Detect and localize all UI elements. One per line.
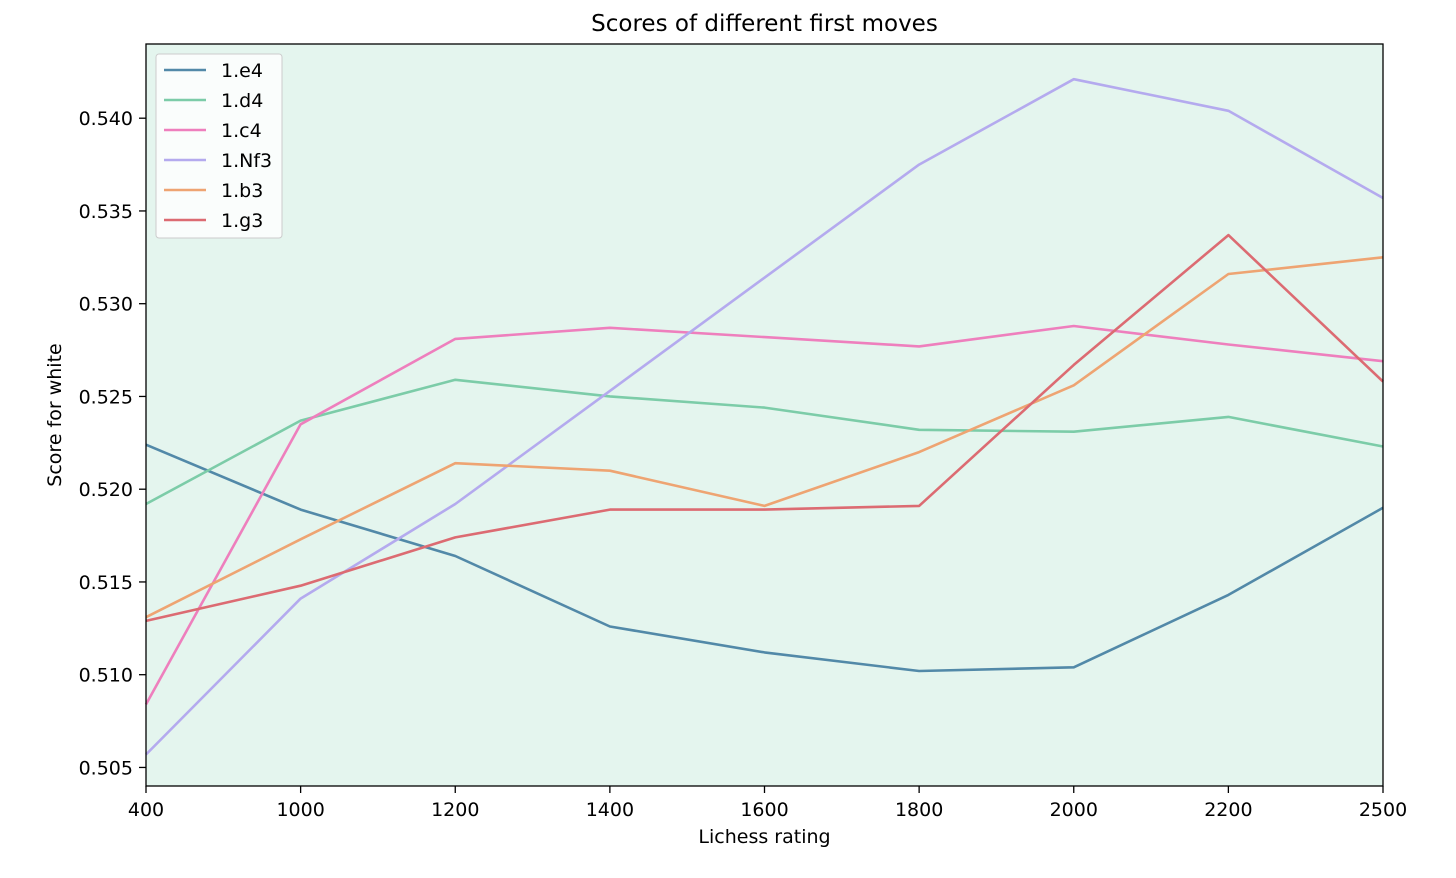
legend-item: 1.c4 xyxy=(164,120,262,142)
legend-item: 1.g3 xyxy=(164,210,263,232)
x-tick-label: 1800 xyxy=(895,799,943,821)
y-axis-title: Score for white xyxy=(44,343,66,486)
legend-label: 1.g3 xyxy=(221,210,263,232)
y-tick-label: 0.525 xyxy=(79,386,133,408)
y-tick-label: 0.510 xyxy=(79,665,133,687)
legend-label: 1.c4 xyxy=(221,120,262,142)
legend-item: 1.Nf3 xyxy=(164,150,272,172)
x-tick-label: 2200 xyxy=(1204,799,1252,821)
x-tick-label: 1600 xyxy=(740,799,788,821)
legend-item: 1.d4 xyxy=(164,90,263,112)
x-tick-label: 1400 xyxy=(586,799,634,821)
y-tick-label: 0.505 xyxy=(79,757,133,779)
x-tick-label: 2000 xyxy=(1050,799,1098,821)
legend-label: 1.Nf3 xyxy=(221,150,272,172)
y-axis: 0.505 0.510 0.515 0.520 0.525 0.530 0.535 0.540 xyxy=(79,108,146,779)
series-layer xyxy=(144,77,1384,756)
series-line-1-g3 xyxy=(145,233,1384,623)
y-tick-label: 0.520 xyxy=(79,479,133,501)
y-tick-label: 0.540 xyxy=(79,108,133,130)
x-axis-title: Lichess rating xyxy=(698,826,830,848)
y-tick-label: 0.530 xyxy=(79,294,133,316)
x-tick-label: 1200 xyxy=(431,799,479,821)
chart-title: Scores of different first moves xyxy=(591,11,938,37)
x-tick-label: 2500 xyxy=(1359,799,1407,821)
plot-area xyxy=(146,44,1383,786)
legend: 1.e4 1.d4 1.c4 1.Nf3 1.b3 1.g3 xyxy=(155,53,283,239)
y-tick-label: 0.535 xyxy=(79,201,133,223)
legend-label: 1.d4 xyxy=(221,90,263,112)
x-tick-label: 400 xyxy=(128,799,164,821)
series-line-1-e4 xyxy=(145,443,1384,673)
series-line-1-c4 xyxy=(144,324,1384,706)
legend-items: 1.e4 1.d4 1.c4 1.Nf3 1.b3 1.g3 xyxy=(164,60,272,232)
legend-item: 1.b3 xyxy=(164,180,263,202)
legend-label: 1.b3 xyxy=(221,180,263,202)
series-line-1-d4 xyxy=(145,378,1384,506)
x-tick-label: 1000 xyxy=(276,799,324,821)
y-tick-label: 0.515 xyxy=(79,572,133,594)
x-axis: 400 1000 1200 1400 1600 1800 2000 2200 2500 xyxy=(128,786,1407,821)
legend-label: 1.e4 xyxy=(221,60,263,82)
legend-item: 1.e4 xyxy=(164,60,263,82)
series-line-1-b3 xyxy=(145,256,1384,619)
series-line-1-nf3 xyxy=(145,77,1384,756)
